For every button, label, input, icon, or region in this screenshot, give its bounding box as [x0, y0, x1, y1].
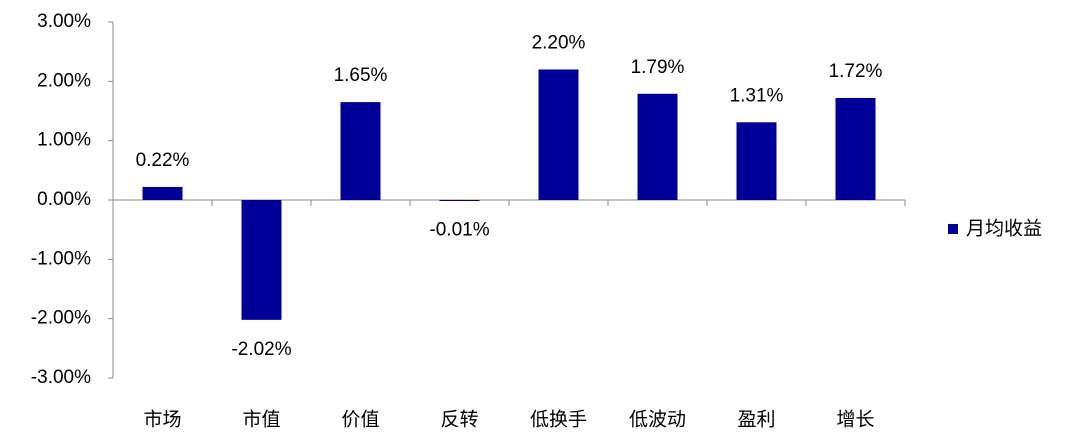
- y-tick-label: 1.00%: [37, 130, 91, 151]
- x-tick-label: 低换手: [530, 409, 587, 431]
- bar: [142, 186, 183, 200]
- bar: [637, 93, 678, 200]
- y-tick-label: 0.00%: [37, 189, 91, 210]
- x-tick-label: 盈利: [737, 409, 775, 431]
- bar: [736, 122, 777, 200]
- y-tick-label: 2.00%: [37, 70, 91, 91]
- bar: [241, 200, 282, 320]
- y-tick-label: -2.00%: [31, 308, 91, 329]
- bar: [538, 69, 579, 200]
- x-tick-label: 反转: [440, 409, 478, 431]
- value-label: 2.20%: [532, 32, 586, 53]
- value-label: 1.31%: [730, 85, 784, 106]
- x-tick-label: 市值: [242, 409, 280, 431]
- bar: [439, 200, 480, 201]
- x-tick-label: 市场: [143, 409, 181, 431]
- bar: [340, 102, 381, 200]
- legend-swatch: [948, 224, 958, 234]
- y-tick-label: -3.00%: [31, 367, 91, 388]
- value-label: 1.72%: [829, 61, 883, 82]
- value-label: -2.02%: [231, 339, 291, 360]
- bar: [835, 97, 876, 200]
- value-label: -0.01%: [429, 220, 489, 241]
- x-tick-label: 增长: [836, 409, 874, 431]
- x-tick-label: 低波动: [629, 409, 686, 431]
- y-tick-label: -1.00%: [31, 248, 91, 269]
- value-label: 1.79%: [631, 57, 685, 78]
- legend-label: 月均收益: [966, 218, 1042, 240]
- value-label: 1.65%: [334, 65, 388, 86]
- y-tick-label: 3.00%: [37, 11, 91, 32]
- x-tick-label: 价值: [341, 409, 379, 431]
- value-label: 0.22%: [136, 150, 190, 171]
